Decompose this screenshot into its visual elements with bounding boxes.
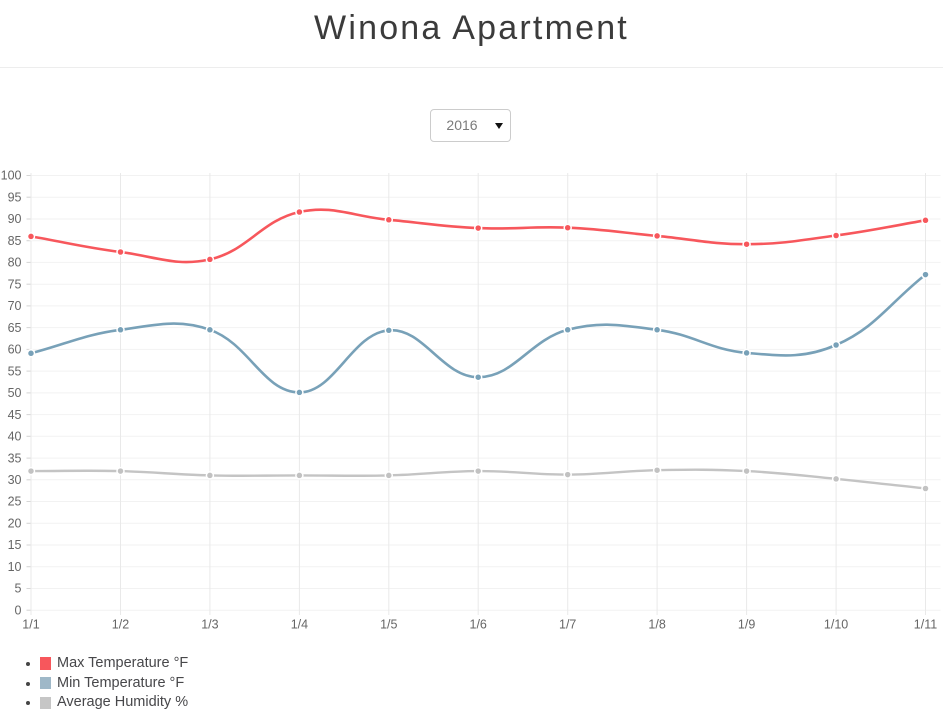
svg-text:20: 20 — [8, 517, 22, 531]
svg-text:1/7: 1/7 — [559, 618, 576, 632]
svg-text:90: 90 — [8, 212, 22, 226]
svg-text:40: 40 — [8, 430, 22, 444]
svg-text:10: 10 — [8, 560, 22, 574]
svg-text:1/10: 1/10 — [824, 618, 848, 632]
svg-text:25: 25 — [8, 495, 22, 509]
svg-text:1/6: 1/6 — [470, 618, 487, 632]
svg-text:60: 60 — [8, 343, 22, 357]
svg-text:35: 35 — [8, 451, 22, 465]
svg-text:1/8: 1/8 — [648, 618, 665, 632]
svg-text:95: 95 — [8, 190, 22, 204]
svg-text:1/11: 1/11 — [914, 618, 937, 632]
svg-text:65: 65 — [8, 321, 22, 335]
svg-text:30: 30 — [8, 473, 22, 487]
svg-text:70: 70 — [8, 299, 22, 313]
svg-text:1/5: 1/5 — [380, 618, 397, 632]
svg-text:1/9: 1/9 — [738, 618, 755, 632]
svg-text:75: 75 — [8, 277, 22, 291]
svg-text:85: 85 — [8, 234, 22, 248]
svg-text:100: 100 — [1, 169, 22, 183]
svg-text:80: 80 — [8, 256, 22, 270]
svg-text:5: 5 — [15, 582, 22, 596]
svg-text:1/3: 1/3 — [201, 618, 218, 632]
svg-text:50: 50 — [8, 386, 22, 400]
svg-text:1/4: 1/4 — [291, 618, 308, 632]
svg-text:1/2: 1/2 — [112, 618, 129, 632]
svg-text:45: 45 — [8, 408, 22, 422]
svg-text:55: 55 — [8, 364, 22, 378]
svg-text:0: 0 — [15, 603, 22, 617]
svg-text:1/1: 1/1 — [22, 618, 39, 632]
svg-text:15: 15 — [8, 538, 22, 552]
